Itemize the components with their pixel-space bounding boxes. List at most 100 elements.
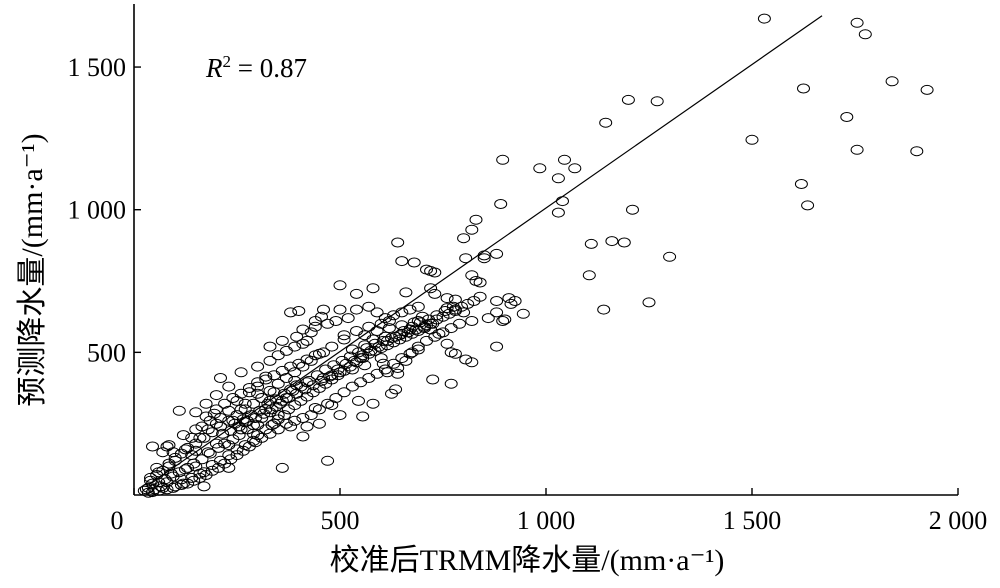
data-point [321,318,335,329]
data-point [193,432,207,443]
data-point [457,307,471,318]
data-point [362,373,376,383]
data-point [496,154,510,165]
data-point [156,447,170,458]
x-axis-label: 校准后TRMM降水量/(mm·a⁻¹) [330,544,725,577]
data-point [312,404,326,415]
data-point [209,418,223,429]
data-point [393,334,407,345]
data-point [300,421,314,432]
data-point [420,335,433,346]
data-point [920,84,934,95]
data-point [413,317,427,328]
data-point [284,307,298,318]
data-point [308,321,322,332]
data-point [794,179,808,189]
data-point [399,331,413,342]
data-point [366,283,380,294]
data-point [325,341,339,352]
data-point [166,447,180,458]
data-point [296,413,310,423]
data-point [457,233,471,244]
data-point [584,238,598,249]
data-point [296,338,310,349]
data-point [473,291,487,302]
y-tick-label: 1 000 [68,196,127,225]
data-point [212,462,225,473]
data-point [403,304,417,315]
data-point [358,360,372,371]
r2-label: R [205,53,223,83]
data-point [498,314,512,325]
data-point [267,370,281,381]
x-tick-label: 2 000 [929,506,988,535]
data-point [197,481,211,492]
data-point [189,424,203,435]
data-point [203,415,217,426]
data-point [259,371,273,382]
data-point [284,421,298,432]
r2-superscript: 2 [223,52,232,71]
data-point [490,307,504,318]
data-point [374,353,388,364]
data-point [238,398,252,409]
data-point [203,448,217,459]
data-point [885,76,899,87]
data-point [317,304,330,315]
data-point [265,404,279,415]
data-point [201,447,215,458]
data-point [308,350,322,361]
data-point [279,373,293,383]
data-point [214,421,227,432]
data-point [387,310,401,321]
data-point [337,334,351,345]
data-point [403,348,417,359]
data-point [650,96,664,107]
data-point [234,367,248,378]
data-point [234,404,248,415]
data-point [508,296,522,306]
data-point [502,293,516,304]
data-point [345,381,359,392]
data-point [222,415,236,426]
data-point [189,407,203,418]
data-point [209,438,223,449]
data-point [757,13,771,24]
data-point [247,398,260,409]
data-point [162,458,176,469]
data-point [378,313,392,324]
data-point [350,326,363,336]
data-point [199,398,213,409]
data-point [428,288,442,299]
y-ticks: 500 1 000 1 500 [68,53,141,367]
data-point [465,224,479,235]
data-point [455,301,468,312]
data-point [205,427,219,438]
data-point [411,301,425,312]
data-point [599,117,613,128]
data-point [174,480,188,490]
data-point [850,17,864,28]
data-point [222,381,236,392]
data-point [391,368,405,379]
data-point [428,267,442,278]
data-point [271,378,285,389]
data-point [154,481,168,492]
data-point [308,316,322,326]
data-point [193,472,207,483]
data-point [141,487,155,498]
data-point [459,253,473,264]
data-point [263,355,277,366]
data-point [496,316,510,326]
data-point [341,313,355,324]
data-point [642,297,656,308]
data-point [426,374,440,385]
data-point [288,415,302,426]
data-point [310,370,324,381]
data-point [597,304,611,315]
data-point [263,385,277,396]
data-point [271,350,285,361]
data-point [356,411,370,422]
data-point [395,256,409,267]
